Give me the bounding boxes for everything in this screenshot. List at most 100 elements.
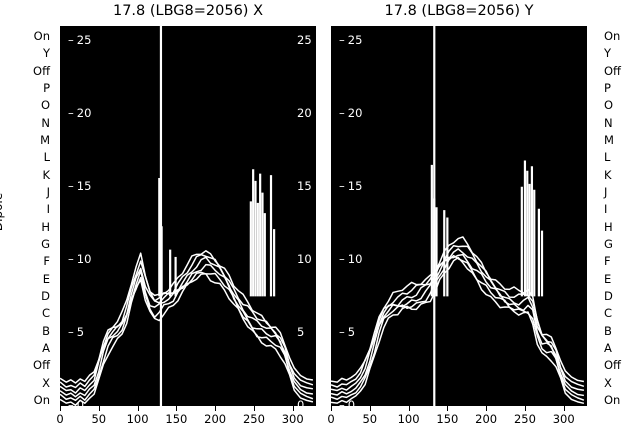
x-axis-tick [137, 406, 139, 411]
x-axis-tick-label: 300 [281, 412, 304, 426]
category-tick-label: Y [604, 46, 612, 61]
inner-y-tick-label: –0 [68, 398, 85, 412]
profile-trace [331, 256, 585, 405]
x-axis-tick-label: 150 [436, 412, 459, 426]
inner-y-tick-label: –20 [68, 105, 92, 120]
inner-y-tick-label: 15 [297, 178, 312, 193]
heatmap-canvas-y [331, 26, 587, 406]
category-tick-label: A [42, 341, 50, 355]
category-axis-left: On Y Off P O N M L K J I H G F E D C B A Off X On [12, 26, 52, 406]
inner-y-tick-label: –10 [68, 251, 92, 266]
inner-y-tick-label: –10 [339, 251, 363, 266]
x-axis-tick-label: 300 [552, 412, 575, 426]
x-axis-tick-label: 50 [362, 412, 378, 426]
category-tick-label: B [604, 323, 612, 338]
x-axis-tick [563, 406, 565, 411]
category-tick-label: G [604, 237, 613, 251]
x-axis-tick-label: 250 [513, 412, 536, 426]
category-tick-label: Off [33, 63, 50, 78]
panel-x-title: 17.8 (LBG8=2056) X [112, 3, 264, 19]
category-tick-label: E [42, 271, 50, 286]
x-axis-tick [369, 406, 371, 411]
heatmap-panel-y[interactable] [331, 26, 587, 406]
category-tick-label: Off [33, 358, 50, 373]
x-axis-tick [447, 406, 449, 411]
category-tick-label: On [33, 29, 50, 43]
category-tick-label: On [604, 29, 621, 43]
category-tick-label: N [604, 115, 613, 130]
category-tick-label: L [604, 150, 611, 165]
category-tick-label: Y [42, 46, 50, 61]
category-tick-label: F [604, 254, 611, 269]
x-axis-right: 0 50 100 150 200 250 300 [327, 406, 587, 440]
category-tick-label: I [604, 202, 608, 217]
profile-trace [60, 253, 314, 389]
category-tick-label: X [604, 375, 612, 390]
category-tick-label: P [43, 81, 50, 95]
x-axis-tick [60, 406, 61, 411]
category-tick-label: P [604, 81, 611, 95]
inner-y-tick-label: 10 [297, 251, 312, 266]
x-axis-tick [98, 406, 100, 411]
heatmap-canvas-x [60, 26, 316, 406]
category-tick-label: C [604, 306, 613, 321]
category-tick-label: M [40, 133, 50, 147]
category-tick-label: On [604, 393, 621, 407]
category-tick-label: X [42, 375, 50, 390]
category-tick-label: L [43, 150, 50, 165]
inner-y-tick-label: –15 [68, 178, 92, 193]
category-tick-label: On [33, 393, 50, 407]
category-tick-label: D [41, 289, 50, 303]
y-axis-label: Dipole [0, 192, 6, 232]
inner-y-tick-label: 20 [297, 105, 312, 120]
inner-y-tick-label: –25 [68, 32, 92, 47]
profile-trace [331, 253, 585, 397]
category-tick-label: F [43, 254, 50, 269]
category-tick-label: K [604, 167, 612, 182]
category-tick-label: K [42, 167, 50, 182]
x-axis-tick [292, 406, 294, 411]
profile-trace [331, 236, 585, 383]
heatmap-image [331, 26, 587, 406]
category-tick-label: H [41, 219, 50, 234]
category-tick-label: G [41, 237, 50, 251]
inner-y-tick-label: –20 [339, 105, 363, 120]
profile-trace [60, 263, 314, 398]
cursor-line [159, 26, 163, 406]
x-axis-tick-label: 50 [91, 412, 107, 426]
inner-y-tick-label: 5 [297, 324, 305, 339]
inner-y-tick-label: –15 [339, 178, 363, 193]
category-tick-label: M [604, 133, 614, 147]
category-tick-label: D [604, 289, 613, 303]
category-tick-label: H [604, 219, 613, 234]
x-axis-tick-label: 200 [475, 412, 498, 426]
category-tick-label: Off [604, 63, 621, 78]
inner-y-tick-label: 25 [297, 32, 312, 47]
x-axis-tick-label: 0 [327, 412, 335, 426]
x-axis-tick-label: 150 [165, 412, 188, 426]
x-axis-tick [524, 406, 526, 411]
category-axis-right: On Y Off P O N M L K J I H G F E D C B A Off X On [600, 26, 640, 406]
x-axis-tick [215, 406, 217, 411]
category-tick-label: J [604, 185, 608, 199]
inner-y-tick-label: –5 [68, 324, 85, 339]
category-tick-label: I [46, 202, 50, 217]
x-axis-tick-label: 0 [56, 412, 64, 426]
x-axis-tick [486, 406, 488, 411]
heatmap-panel-x[interactable] [60, 26, 316, 406]
category-tick-label: O [40, 98, 50, 113]
x-axis-tick [408, 406, 410, 411]
inner-y-tick-label: 0 [297, 398, 305, 412]
x-axis-left: 0 50 100 150 200 250 300 [56, 406, 316, 440]
heatmap-image [60, 26, 316, 406]
x-axis-tick-label: 100 [126, 412, 149, 426]
profile-trace [60, 273, 314, 406]
category-tick-label: A [604, 341, 612, 355]
x-axis-tick-label: 100 [397, 412, 420, 426]
inner-y-tick-label: –5 [339, 324, 356, 339]
category-tick-label: B [42, 323, 50, 338]
x-axis-tick-label: 250 [242, 412, 265, 426]
inner-y-tick-label: –0 [339, 398, 356, 412]
panel-y-title: 17.8 (LBG8=2056) Y [384, 3, 534, 19]
